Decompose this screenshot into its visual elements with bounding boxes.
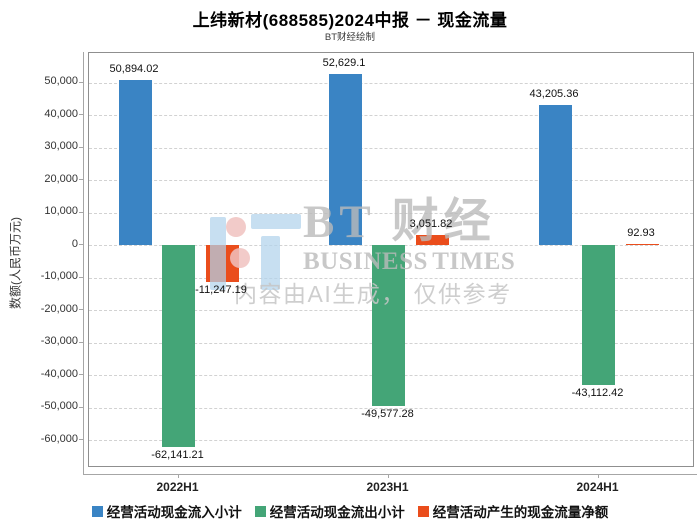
y-tick-mark [79,179,83,180]
legend-item-1: 经营活动现金流出小计 [254,501,405,521]
y-tick-mark [79,81,83,83]
bar-2022H1-s1 [162,245,195,447]
x-axis-label-2023H1: 2023H1 [366,480,409,494]
x-tick-mark [597,474,599,478]
plot-area [88,52,694,467]
legend-label: 经营活动现金流入小计 [106,505,242,520]
x-axis-label-2024H1: 2024H1 [576,480,619,494]
y-axis-title: 数额(人民币万元) [8,217,23,309]
y-tick-label: -60,000 [40,432,78,445]
grid-line [89,180,693,181]
y-tick-label: -30,000 [40,335,78,347]
y-tick-label: 10,000 [44,205,78,217]
y-tick-mark [79,276,83,278]
chart-subtitle: BT财经绘制 [324,32,376,43]
y-tick-mark [79,114,83,115]
y-tick-mark [79,341,83,343]
legend-swatch-icon [254,505,266,517]
y-tick-mark [79,406,83,408]
y-tick-label: -10,000 [40,270,78,282]
grid-line [89,82,693,84]
legend: 经营活动现金流入小计 经营活动现金流出小计 经营活动产生的现金流量净额 [0,501,700,521]
legend-label: 经营活动现金流出小计 [269,505,405,520]
grid-line [89,407,693,409]
y-tick-label: 30,000 [44,140,78,152]
bar-2022H1-s2 [205,245,239,282]
bar-2024H1-s0 [538,104,572,245]
bar-2024H1-s1 [582,245,615,386]
bar-2023H1-s0 [328,73,362,245]
y-tick-label: 40,000 [44,107,78,120]
grid-line [89,115,693,116]
x-axis-line [83,474,697,475]
grid-line [89,440,693,441]
chart-title: 上纬新材(688585)2024中报 － 现金流量 [192,11,508,30]
bar-2023H1-s1 [372,245,405,407]
y-tick-mark [79,439,83,440]
grid-line [89,147,693,149]
y-axis-line [83,52,84,474]
bar-2023H1-s2 [415,235,449,245]
y-tick-mark [79,374,83,375]
y-tick-mark [79,146,83,148]
legend-label: 经营活动产生的现金流量净额 [432,505,609,520]
x-axis-label-2022H1: 2022H1 [156,480,199,494]
legend-item-0: 经营活动现金流入小计 [91,501,242,521]
y-tick-mark [79,211,83,213]
y-tick-mark [79,309,83,310]
legend-swatch-icon [417,505,429,517]
y-tick-label: 0 [71,237,78,250]
y-tick-label: -20,000 [40,302,78,315]
bar-2022H1-s0 [118,79,152,245]
bar-2024H1-s2 [625,243,659,245]
y-tick-label: 50,000 [44,75,78,87]
y-tick-label: -50,000 [40,400,78,412]
grid-line [89,212,693,214]
y-tick-mark [79,244,83,245]
y-tick-label: -40,000 [40,367,78,380]
legend-item-2: 经营活动产生的现金流量净额 [417,501,609,521]
legend-swatch-icon [91,505,103,517]
x-tick-mark [177,474,179,478]
y-tick-label: 20,000 [44,172,78,185]
x-tick-mark [387,474,389,478]
